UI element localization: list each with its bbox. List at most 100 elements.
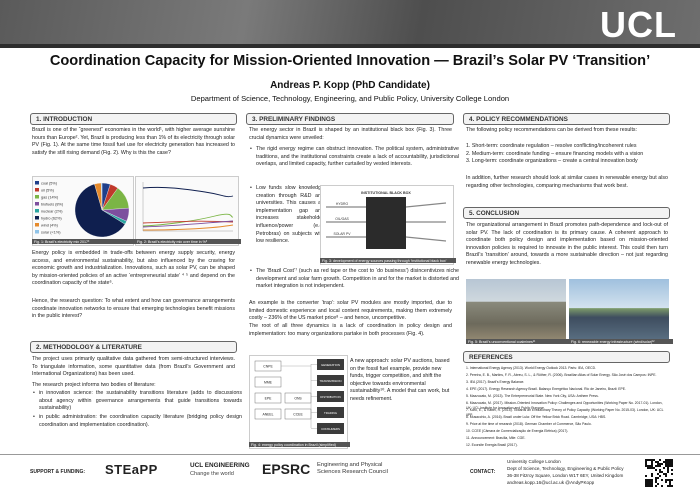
qr-module — [665, 473, 667, 475]
qr-module — [651, 485, 653, 487]
qr-module — [647, 483, 649, 485]
legend-swatch — [35, 230, 39, 234]
paragraph: An example is the converter ‘trap’: sola… — [249, 300, 452, 322]
qr-module — [671, 461, 673, 463]
qr-module — [651, 473, 653, 475]
reference: 5. Mazzucato, M. (2013). The Entrepreneu… — [466, 394, 599, 398]
funder-name: Engineering and Physical Sciences Resear… — [317, 462, 388, 475]
arrow — [405, 236, 447, 242]
section-heading: 5. CONCLUSION — [463, 207, 670, 219]
qr-module — [667, 463, 669, 465]
reference: 9. Price at the time of research (2018).… — [466, 422, 592, 426]
qr-module — [663, 467, 665, 469]
qr-module — [671, 459, 673, 461]
paragraph: A new approach: solar PV auctions, based… — [350, 358, 450, 402]
qr-module — [663, 473, 665, 475]
qr-module — [649, 479, 651, 481]
qr-module — [669, 483, 671, 485]
sector-box — [317, 391, 344, 402]
chart-line-image — [142, 213, 234, 227]
legend-label: gas (14%) — [41, 195, 59, 199]
qr-module — [665, 463, 667, 465]
section-heading: 4. POLICY RECOMMENDATIONS — [463, 113, 670, 125]
sector-box — [317, 359, 344, 370]
qr-module — [661, 471, 663, 473]
figure-caption: Fig. 3: development of energy sources pa… — [320, 258, 456, 263]
pie-slice — [101, 182, 103, 211]
banner — [0, 0, 700, 48]
qr-module — [667, 461, 669, 463]
qr-module — [649, 465, 651, 467]
black-box-diagram: INSTITUTIONAL BLACK BOX HYDRO OIL/GAS SOLAR… — [326, 191, 447, 249]
figure-caption: Fig. 2: Brazil’s electricity mix over ti… — [135, 239, 241, 244]
bullet: in innovation science: the sustainabilit… — [32, 390, 242, 413]
qr-module — [649, 459, 651, 461]
qr-module — [651, 465, 653, 467]
qr-module — [661, 485, 663, 487]
qr-module — [647, 479, 649, 481]
qr-module — [651, 483, 653, 485]
paragraph: The project uses primarily qualitative d… — [32, 356, 235, 378]
contact-line: 36-38 Fitzroy Square, London W1T 6EY, Un… — [507, 473, 624, 478]
list-item: 1. Short-term: coordinate regulation – r… — [466, 143, 637, 149]
reference: 8. Musacchio, A. (2016). Brazil under Lu… — [466, 415, 607, 419]
legend-swatch — [35, 188, 39, 192]
legend-label: coal (5%) — [41, 181, 58, 185]
org-label: CCEE — [293, 413, 303, 417]
qr-module — [655, 479, 657, 481]
figure-caption: Fig. 5: Brazil’s unconventional coalmine… — [466, 339, 570, 344]
affiliation: Department of Science, Technology, Engin… — [190, 94, 510, 103]
coordination-diagram: CNPE MME EPE ANEEL ONS CCEE GENERATION TRANSMIS… — [254, 359, 344, 434]
bullet: Low funds slow knowledge creation throug… — [249, 185, 324, 246]
paragraph: Brazil is one of the “greenest” economie… — [32, 127, 235, 156]
qr-module — [645, 485, 647, 487]
qr-module — [659, 471, 661, 473]
qr-module — [645, 483, 647, 485]
diagram-label: OIL/GAS — [335, 217, 349, 221]
qr-module — [651, 467, 653, 469]
qr-module — [649, 467, 651, 469]
qr-module — [671, 485, 673, 487]
qr-module — [667, 485, 669, 487]
paragraph: In addition, further research should loo… — [466, 175, 668, 189]
qr-module — [645, 461, 647, 463]
qr-module — [651, 461, 653, 463]
qr-module — [647, 465, 649, 467]
funder-logo: UCL ENGINEERING — [190, 462, 250, 469]
qr-module — [655, 485, 657, 487]
qr-module — [649, 483, 651, 485]
title: Coordination Capacity for Mission-Orient… — [49, 53, 651, 69]
qr-module — [671, 465, 673, 467]
qr-module — [659, 475, 661, 477]
org-label: ONS — [294, 397, 302, 401]
qr-module — [645, 479, 647, 481]
figure-caption: Fig. 6: renewable energy infrastructure … — [569, 339, 673, 344]
reference: 2. Pereira, E. B., Martins, F. R., Abreu… — [466, 373, 657, 377]
qr-module — [663, 461, 665, 463]
diagram-label: INSTITUTIONAL BLACK BOX — [361, 191, 411, 195]
list-item: 3. Long-term: coordinate organizations –… — [466, 158, 638, 165]
qr-module — [651, 481, 653, 483]
diagram-label: SOLAR PV — [334, 232, 352, 236]
funder-tagline: Change the world — [190, 471, 234, 477]
reference: 7. Karo, E., & Kattel, R. (2015). Toward… — [466, 408, 664, 417]
qr-code — [645, 459, 673, 487]
funder-logo: EPSRC — [262, 461, 311, 477]
chart-line-image — [142, 186, 234, 198]
footer-rule — [0, 454, 700, 455]
qr-module — [659, 463, 661, 465]
sector-box — [317, 375, 344, 386]
qr-module — [669, 461, 671, 463]
paragraph: The root of all three dynamics is a lack… — [249, 323, 452, 337]
qr-module — [647, 485, 649, 487]
qr-module — [645, 475, 647, 477]
reference: 1. International Energy Agency (2013). W… — [466, 366, 596, 370]
qr-module — [661, 479, 663, 481]
reference: 3. IEA (2017). Brazil’s Energy Balance. — [466, 380, 525, 384]
qr-module — [669, 465, 671, 467]
qr-module — [647, 467, 649, 469]
qr-module — [667, 465, 669, 467]
chart-line-image — [142, 220, 234, 228]
figure-frame — [135, 176, 239, 246]
section-heading: 3. PRELIMINARY FINDINGS — [246, 113, 454, 125]
